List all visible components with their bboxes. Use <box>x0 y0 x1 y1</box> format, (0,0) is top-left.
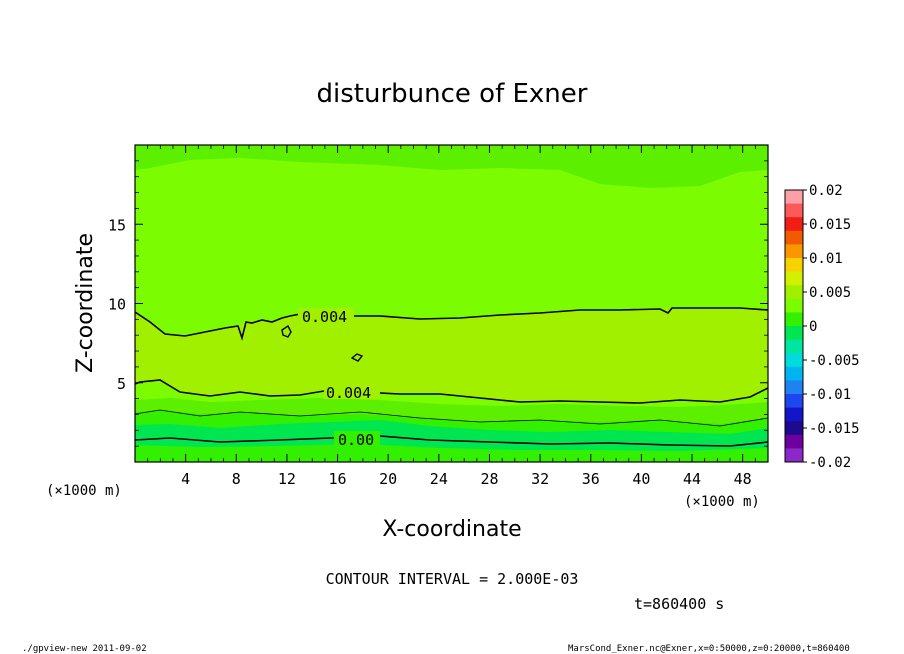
colorbar-swatch <box>785 339 803 354</box>
colorbar-label: -0.02 <box>809 455 851 471</box>
x-unit-right: (×1000 m) <box>684 494 760 510</box>
contour-label-lower: 0.00 <box>338 431 374 449</box>
plot-area: 0.004 0.004 0.00 <box>134 144 769 463</box>
field-upper-shade <box>135 145 768 188</box>
colorbar-swatch <box>785 312 803 327</box>
x-tick-label: 24 <box>430 470 448 488</box>
x-tick-label: 20 <box>379 470 397 488</box>
z-tick-label: 10 <box>108 296 126 314</box>
colorbar-swatch <box>785 448 803 463</box>
colorbar-swatch <box>785 271 803 286</box>
colorbar-swatch <box>785 353 803 368</box>
field-lower-layer-4 <box>135 444 768 462</box>
x-tick-label: 36 <box>582 470 600 488</box>
colorbar-label: 0.015 <box>809 217 851 233</box>
colorbar-swatch <box>785 421 803 436</box>
x-axis-label: X-coordinate <box>382 517 521 542</box>
contour-closed-small-2 <box>350 353 364 362</box>
colorbar-swatch <box>785 434 803 449</box>
x-unit-left: (×1000 m) <box>46 483 122 499</box>
time-text: t=860400 s <box>634 595 724 613</box>
colorbar: 0.02 0.015 0.01 0.005 0 -0.005 -0.01 -0.015 -0.0… <box>784 183 860 471</box>
colorbar-label: -0.005 <box>809 353 860 369</box>
x-tick-label: 32 <box>531 470 549 488</box>
contour-label-middle: 0.004 <box>326 384 371 402</box>
colorbar-swatch <box>785 380 803 395</box>
contour-line-lower-0.004 <box>135 379 768 404</box>
colorbar-swatch <box>785 217 803 232</box>
x-tick-label: 44 <box>683 470 701 488</box>
x-tick-label: 40 <box>632 470 650 488</box>
contour-line-thin <box>135 409 768 427</box>
x-tick-label: 28 <box>480 470 498 488</box>
field-middle-band <box>135 308 768 403</box>
x-tick-label: 4 <box>181 470 190 488</box>
colorbar-label: 0 <box>809 319 817 335</box>
colorbar-swatch <box>785 230 803 245</box>
x-tick-label: 48 <box>734 470 752 488</box>
z-axis-label: Z-coordinate <box>73 233 98 373</box>
colorbar-label: -0.015 <box>809 421 860 437</box>
colorbar-swatch <box>785 394 803 408</box>
colorbar-swatch <box>785 190 803 204</box>
colorbar-swatch <box>785 244 803 259</box>
colorbar-swatch <box>785 326 803 340</box>
footer-left-text: ./gpview-new 2011-09-02 <box>22 644 147 654</box>
colorbar-swatch <box>785 285 803 300</box>
chart-title: disturbunce of Exner <box>317 79 588 109</box>
colorbar-label: -0.01 <box>809 387 851 403</box>
colorbar-label: 0.01 <box>809 251 843 267</box>
colorbar-swatch <box>785 258 803 272</box>
x-axis-ticks: 4 8 12 16 20 24 28 32 36 40 44 48 <box>147 145 756 488</box>
colorbar-swatch <box>785 366 803 381</box>
z-axis-ticks: 5 10 15 <box>108 160 768 447</box>
contour-label-upper: 0.004 <box>302 308 347 326</box>
colorbar-swatch <box>785 298 803 313</box>
colorbar-swatch <box>785 203 803 218</box>
contour-interval-text: CONTOUR INTERVAL = 2.000E-03 <box>326 570 579 588</box>
x-tick-label: 12 <box>278 470 296 488</box>
x-tick-label: 8 <box>232 470 241 488</box>
x-tick-label: 16 <box>329 470 347 488</box>
footer-right-text: MarsCond_Exner.nc@Exner,x=0:50000,z=0:20… <box>568 644 850 654</box>
colorbar-swatch <box>785 407 803 422</box>
z-tick-label: 5 <box>117 375 126 393</box>
contour-line-0.00 <box>135 435 768 447</box>
colorbar-label: 0.02 <box>809 183 843 199</box>
z-tick-label: 15 <box>108 216 126 234</box>
contour-closed-small-1 <box>281 324 292 338</box>
colorbar-label: 0.005 <box>809 285 851 301</box>
